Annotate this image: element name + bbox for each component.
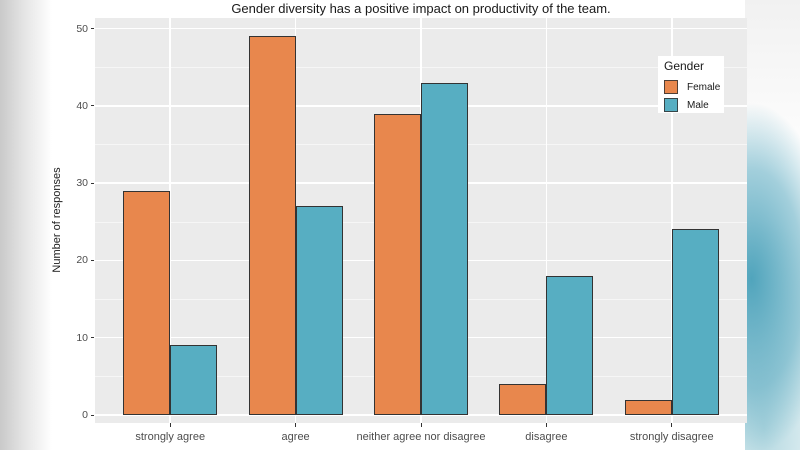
bar-male-strongly-agree <box>170 345 218 415</box>
x-tick-mark <box>671 423 673 427</box>
y-tick-mark <box>91 337 94 339</box>
y-tick-mark <box>91 414 94 416</box>
background-right-gradient <box>745 0 800 450</box>
gridline-major <box>95 414 747 416</box>
y-tick-mark <box>91 28 94 29</box>
legend-items: Female Male <box>664 78 724 114</box>
legend-title: Gender <box>664 59 705 73</box>
legend: Gender Female Male <box>658 56 724 113</box>
bar-female-strongly-disagree <box>624 399 672 415</box>
legend-item-female: Female <box>664 78 724 96</box>
plot-panel <box>95 18 747 423</box>
x-tick-label: agree <box>281 431 310 443</box>
y-tick-mark <box>91 182 94 184</box>
bar-female-neither-agree-nor-disagree <box>373 113 421 415</box>
y-tick-label: 20 <box>76 254 88 267</box>
y-tick-label: 40 <box>76 99 88 112</box>
legend-label: Male <box>687 99 709 111</box>
bar-female-agree <box>248 36 296 415</box>
bar-female-strongly-agree <box>123 190 171 415</box>
gridline-minor <box>95 67 747 69</box>
legend-item-male: Male <box>664 96 724 114</box>
x-tick-mark <box>295 423 297 427</box>
y-tick-label: 50 <box>76 22 88 35</box>
gridline-vertical <box>545 18 548 423</box>
gridline-vertical <box>169 18 171 423</box>
legend-swatch-female <box>664 80 678 94</box>
x-tick-label: neither agree nor disagree <box>356 431 486 443</box>
background-left-gradient <box>0 0 52 450</box>
legend-swatch-male <box>664 98 678 112</box>
y-tick-label: 10 <box>76 331 88 344</box>
bar-male-agree <box>295 206 343 415</box>
gridline-vertical <box>671 18 673 423</box>
y-tick-label: 30 <box>76 177 88 190</box>
bar-male-neither-agree-nor-disagree <box>421 82 469 415</box>
x-tick-label: strongly agree <box>135 431 206 443</box>
gridline-major <box>95 27 747 30</box>
y-tick-label: 0 <box>82 409 88 421</box>
chart-title: Gender diversity has a positive impact o… <box>231 1 611 16</box>
y-tick-mark <box>91 259 94 261</box>
y-tick-mark <box>91 105 94 107</box>
x-tick-mark <box>545 423 547 427</box>
bar-male-strongly-disagree <box>671 229 719 415</box>
x-tick-label: strongly disagree <box>629 431 714 443</box>
bar-male-disagree <box>546 275 594 415</box>
x-tick-mark <box>420 423 422 427</box>
bar-female-disagree <box>499 384 547 415</box>
x-tick-label: disagree <box>525 431 568 443</box>
x-tick-mark <box>169 423 171 427</box>
legend-label: Female <box>687 81 721 93</box>
